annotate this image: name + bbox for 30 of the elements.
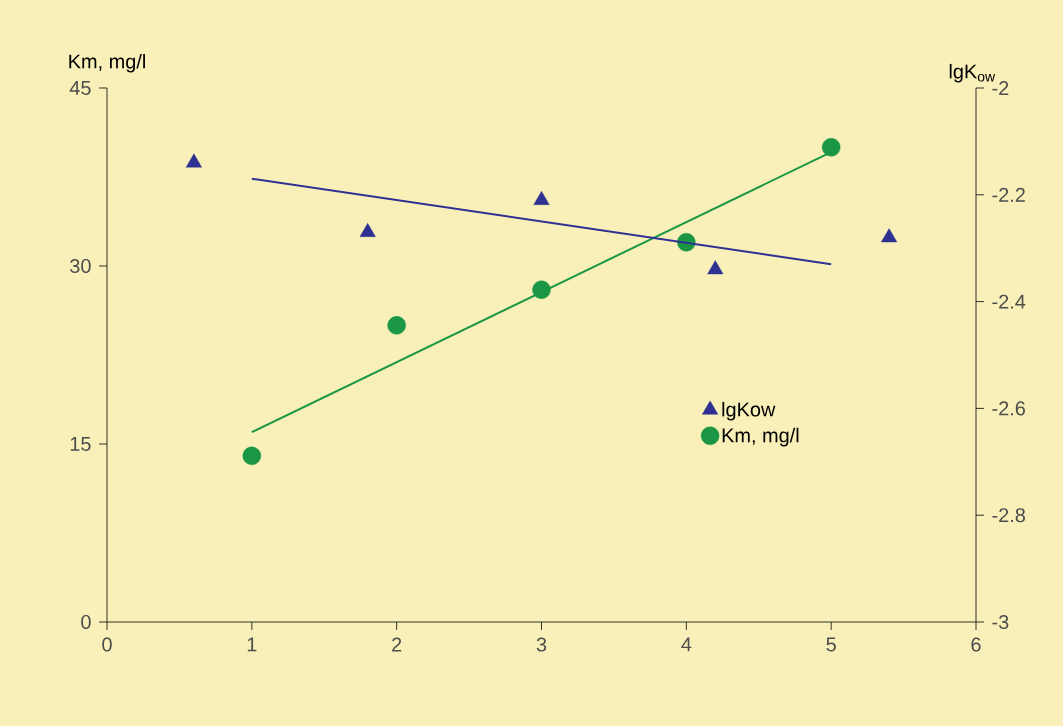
x-tick-label: 2 (392, 637, 402, 652)
y-tick-label: 45 (69, 81, 91, 95)
y2-tick-label: -2.8 (992, 508, 1025, 523)
point (185, 153, 202, 168)
point (359, 222, 376, 237)
point (533, 190, 550, 205)
x-tick-label: 3 (536, 637, 547, 652)
y2-tick-label: -2.6 (992, 401, 1025, 416)
y-tick-label: 30 (70, 258, 91, 274)
point (881, 228, 898, 243)
y-tick-label: 15 (70, 437, 91, 451)
point (387, 316, 406, 335)
x-tick-label: 0 (102, 637, 112, 652)
y2-axis-title: lgK$_{ow}$ (949, 63, 996, 83)
y-tick-label: 0 (81, 614, 91, 630)
point (242, 446, 262, 466)
legend-label: lgKow (722, 401, 776, 421)
x-tick-label: 4 (681, 637, 692, 652)
y-axis-title: Km, mg/l (69, 53, 145, 73)
x-tick-label: 5 (826, 637, 836, 652)
x-tick-label: 6 (971, 637, 981, 652)
y2-tick-label: -2.4 (992, 294, 1026, 309)
point (707, 260, 724, 275)
point (821, 138, 841, 157)
legend-label: Km, mg/l (722, 427, 799, 447)
x-tick-label: 1 (247, 637, 257, 652)
y2-tick-label: -2.2 (992, 187, 1025, 202)
y2-tick-label: -2 (992, 81, 1009, 95)
y2-tick-label: -3 (992, 614, 1009, 630)
point (532, 280, 551, 299)
